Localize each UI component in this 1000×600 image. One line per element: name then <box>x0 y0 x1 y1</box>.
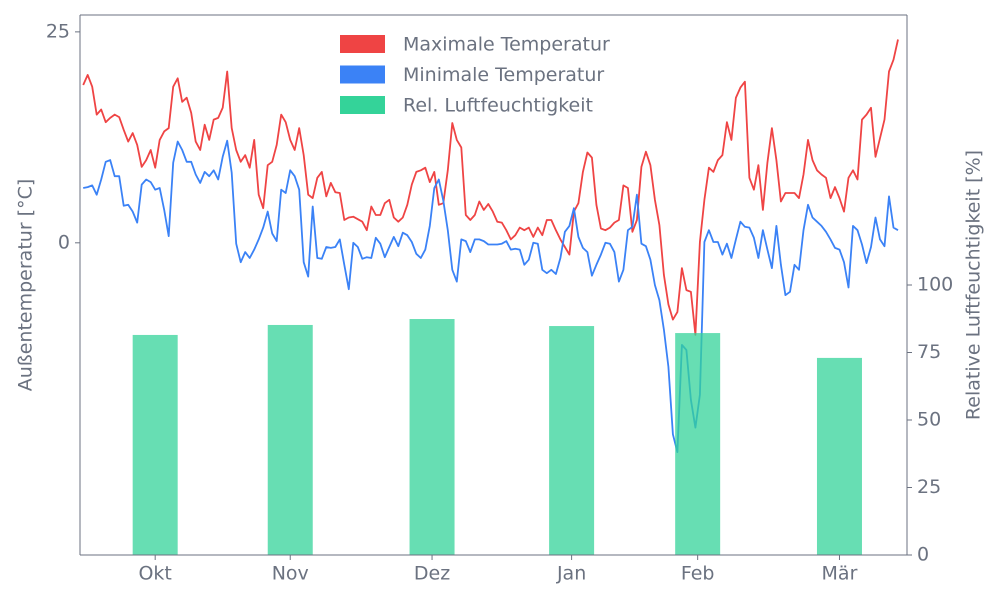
y-tick-label: 25 <box>46 20 70 42</box>
bar <box>675 333 721 555</box>
legend-label: Rel. Luftfeuchtigkeit <box>403 95 593 117</box>
y-tick-label: 0 <box>58 231 70 253</box>
legend-label: Maximale Temperatur <box>403 34 610 56</box>
x-tick-label: Dez <box>414 563 450 585</box>
legend-swatch <box>340 65 385 84</box>
bar <box>267 324 313 555</box>
line-series <box>83 139 899 453</box>
x-tick-label: Nov <box>272 563 309 585</box>
x-tick-label: Mär <box>822 563 858 585</box>
x-tick-label: Feb <box>681 563 715 585</box>
x-tick-label: Okt <box>138 563 171 585</box>
bar <box>549 326 595 555</box>
y2-tick-label: 25 <box>917 476 941 498</box>
bar <box>409 319 455 555</box>
legend-label: Minimale Temperatur <box>403 64 604 86</box>
y-axis-label: Außentemperatur [°C] <box>15 179 37 392</box>
legend-swatch <box>340 96 385 114</box>
y2-tick-label: 50 <box>917 409 941 431</box>
bar <box>816 357 862 555</box>
legend-swatch <box>340 35 385 53</box>
line-series <box>82 39 899 336</box>
x-tick-label: Jan <box>556 563 586 585</box>
bar <box>132 334 178 555</box>
y2-tick-label: 0 <box>917 544 929 566</box>
y2-tick-label: 100 <box>917 274 953 296</box>
y2-axis-label: Relative Luftfeuchtigkeit [%] <box>963 150 985 420</box>
y2-tick-label: 75 <box>917 341 941 363</box>
